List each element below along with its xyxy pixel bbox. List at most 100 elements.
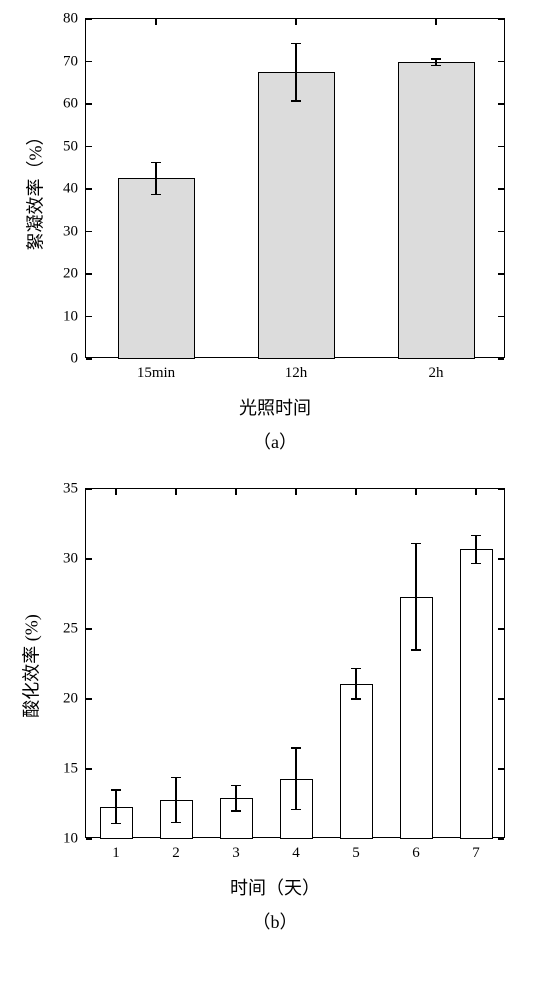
xtick-label: 3	[232, 837, 240, 862]
ytick	[86, 146, 92, 148]
ytick	[86, 698, 92, 700]
ytick-label: 20	[63, 691, 86, 708]
ytick-label: 50	[63, 138, 86, 155]
error-bar	[155, 162, 156, 194]
error-cap	[171, 777, 181, 778]
error-cap	[291, 747, 301, 748]
bar	[340, 684, 373, 839]
ytick	[86, 768, 92, 770]
ytick-label: 20	[63, 266, 86, 283]
xtick-label: 15min	[137, 357, 175, 382]
error-bar	[115, 790, 116, 824]
xtick-label: 4	[292, 837, 300, 862]
chart-b-plot-area: 1015202530351234567	[85, 488, 505, 838]
error-cap	[111, 789, 121, 790]
ytick	[86, 488, 92, 490]
ytick	[86, 61, 92, 63]
bar	[398, 62, 475, 359]
ytick	[498, 61, 504, 63]
ytick	[498, 768, 504, 770]
chart-b-sublabel: （b）	[25, 908, 525, 934]
error-cap	[431, 65, 441, 66]
chart-a: 0102030405060708015min12h2h 絮凝效率（%）	[25, 18, 525, 388]
xtick	[355, 489, 357, 495]
chart-a-plot-area: 0102030405060708015min12h2h	[85, 18, 505, 358]
xtick	[295, 19, 297, 25]
error-cap	[431, 58, 441, 59]
xtick	[235, 489, 237, 495]
ytick	[498, 231, 504, 233]
xtick	[475, 489, 477, 495]
ytick	[498, 558, 504, 560]
ytick-label: 30	[63, 223, 86, 240]
ytick	[498, 188, 504, 190]
bar	[460, 549, 493, 839]
error-cap	[151, 194, 161, 195]
xtick	[115, 489, 117, 495]
bar	[258, 72, 335, 359]
error-bar	[475, 535, 476, 563]
chart-b: 1015202530351234567 酸化效率 (%)	[25, 488, 525, 868]
ytick	[498, 18, 504, 20]
ytick	[498, 273, 504, 275]
ytick	[498, 316, 504, 318]
ytick	[86, 358, 92, 360]
ytick-label: 80	[63, 11, 86, 28]
error-cap	[471, 563, 481, 564]
ytick	[86, 188, 92, 190]
ytick	[498, 103, 504, 105]
error-bar	[235, 786, 236, 811]
ytick	[86, 273, 92, 275]
error-cap	[291, 809, 301, 810]
ytick-label: 25	[63, 621, 86, 638]
error-cap	[351, 698, 361, 699]
error-cap	[291, 100, 301, 101]
chart-a-xlabel: 光照时间	[25, 394, 525, 420]
chart-a-sublabel: （a）	[25, 428, 525, 454]
ytick	[498, 698, 504, 700]
ytick-label: 15	[63, 761, 86, 778]
error-cap	[291, 43, 301, 44]
xtick-label: 12h	[285, 357, 308, 382]
xtick	[295, 489, 297, 495]
ytick	[86, 316, 92, 318]
error-bar	[175, 777, 176, 822]
ytick-label: 35	[63, 481, 86, 498]
xtick	[155, 19, 157, 25]
error-cap	[411, 543, 421, 544]
ytick	[498, 838, 504, 840]
error-cap	[231, 785, 241, 786]
xtick-label: 2	[172, 837, 180, 862]
xtick-label: 2h	[429, 357, 444, 382]
error-cap	[111, 823, 121, 824]
chart-b-ylabel: 酸化效率 (%)	[18, 614, 44, 717]
error-bar	[295, 748, 296, 810]
ytick-label: 60	[63, 96, 86, 113]
ytick	[86, 231, 92, 233]
xtick	[175, 489, 177, 495]
error-cap	[231, 810, 241, 811]
ytick	[498, 358, 504, 360]
ytick-label: 10	[63, 308, 86, 325]
error-bar	[295, 43, 296, 101]
error-cap	[151, 162, 161, 163]
ytick	[86, 628, 92, 630]
ytick	[498, 628, 504, 630]
ytick	[86, 18, 92, 20]
ytick-label: 10	[63, 831, 86, 848]
error-cap	[171, 822, 181, 823]
figure-container: 0102030405060708015min12h2h 絮凝效率（%） 光照时间…	[0, 0, 550, 934]
error-cap	[471, 535, 481, 536]
ytick	[86, 103, 92, 105]
bar	[118, 178, 195, 359]
xtick	[415, 489, 417, 495]
error-bar	[355, 668, 356, 699]
error-bar	[415, 544, 416, 650]
ytick-label: 40	[63, 181, 86, 198]
xtick-label: 6	[412, 837, 420, 862]
ytick-label: 30	[63, 551, 86, 568]
ytick	[86, 558, 92, 560]
error-cap	[351, 668, 361, 669]
ytick-label: 0	[71, 351, 87, 368]
xtick-label: 1	[112, 837, 120, 862]
